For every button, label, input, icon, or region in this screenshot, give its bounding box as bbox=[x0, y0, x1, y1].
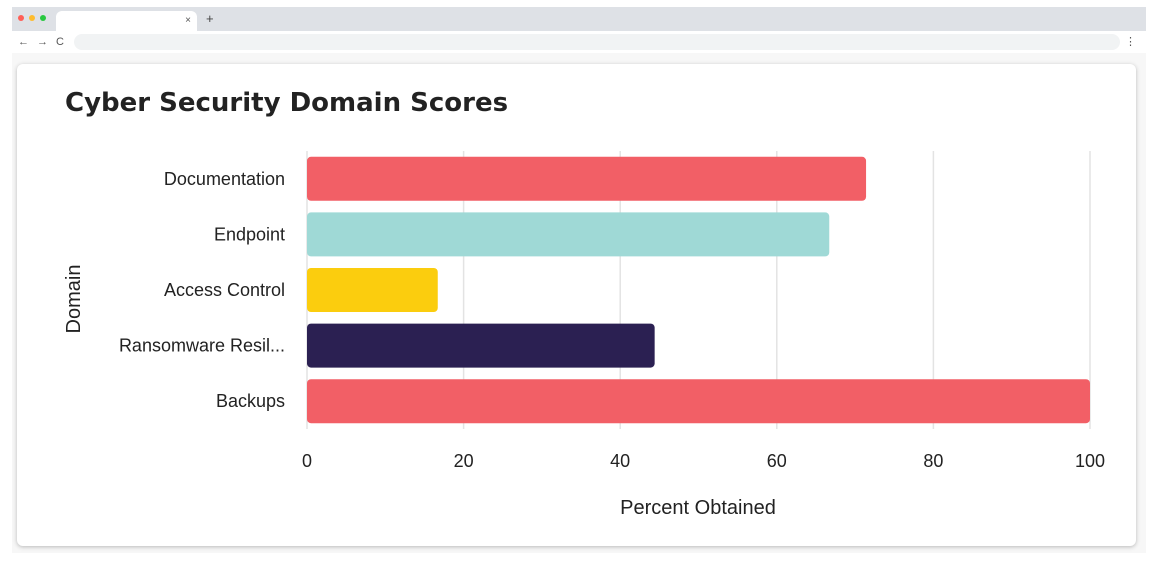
maximize-window-icon[interactable] bbox=[40, 15, 46, 21]
bars bbox=[307, 156, 1090, 424]
address-bar[interactable] bbox=[74, 34, 1120, 50]
x-tick-labels: 0 20 40 60 80 100 bbox=[302, 451, 1105, 471]
browser-window: × + ← → C ⋮ Cyber Security Domain Scores… bbox=[12, 7, 1146, 553]
x-tick-label: 20 bbox=[454, 451, 474, 471]
browser-menu-icon[interactable]: ⋮ bbox=[1125, 36, 1136, 48]
x-tick-label: 80 bbox=[923, 451, 943, 471]
category-label: Ransomware Resil... bbox=[119, 336, 285, 356]
y-axis-title: Domain bbox=[63, 265, 85, 334]
close-window-icon[interactable] bbox=[18, 15, 24, 21]
bar-access-control[interactable] bbox=[307, 268, 438, 312]
chart-title: Cyber Security Domain Scores bbox=[65, 88, 508, 118]
x-tick-label: 60 bbox=[767, 451, 787, 471]
category-label: Backups bbox=[216, 391, 285, 411]
bar-chart: Cyber Security Domain Scores Documentati… bbox=[63, 88, 1105, 519]
reload-icon[interactable]: C bbox=[56, 36, 64, 48]
tab-close-icon[interactable]: × bbox=[185, 15, 191, 26]
chart-card: Cyber Security Domain Scores Documentati… bbox=[17, 64, 1136, 546]
minimize-window-icon[interactable] bbox=[29, 15, 35, 21]
category-label: Documentation bbox=[164, 169, 285, 189]
x-tick-label: 0 bbox=[302, 451, 312, 471]
x-tick-label: 100 bbox=[1075, 451, 1105, 471]
category-label: Access Control bbox=[164, 280, 285, 300]
bar-backups[interactable] bbox=[307, 379, 1090, 424]
new-tab-icon[interactable]: + bbox=[206, 11, 214, 26]
back-arrow-icon[interactable]: ← bbox=[18, 36, 29, 48]
browser-toolbar: ← → C ⋮ bbox=[12, 31, 1146, 53]
tab-bar: × + bbox=[12, 7, 1146, 31]
category-label: Endpoint bbox=[214, 224, 285, 244]
x-axis-title: Percent Obtained bbox=[620, 497, 776, 519]
page-content: Cyber Security Domain Scores Documentati… bbox=[12, 53, 1146, 553]
category-labels: Documentation Endpoint Access Control Ranso… bbox=[119, 169, 285, 411]
forward-arrow-icon[interactable]: → bbox=[37, 36, 48, 48]
bar-documentation[interactable] bbox=[307, 156, 867, 201]
bar-endpoint[interactable] bbox=[307, 212, 830, 257]
x-tick-label: 40 bbox=[610, 451, 630, 471]
browser-tab[interactable]: × bbox=[56, 11, 197, 31]
bar-ransomware-resil[interactable] bbox=[307, 323, 655, 368]
